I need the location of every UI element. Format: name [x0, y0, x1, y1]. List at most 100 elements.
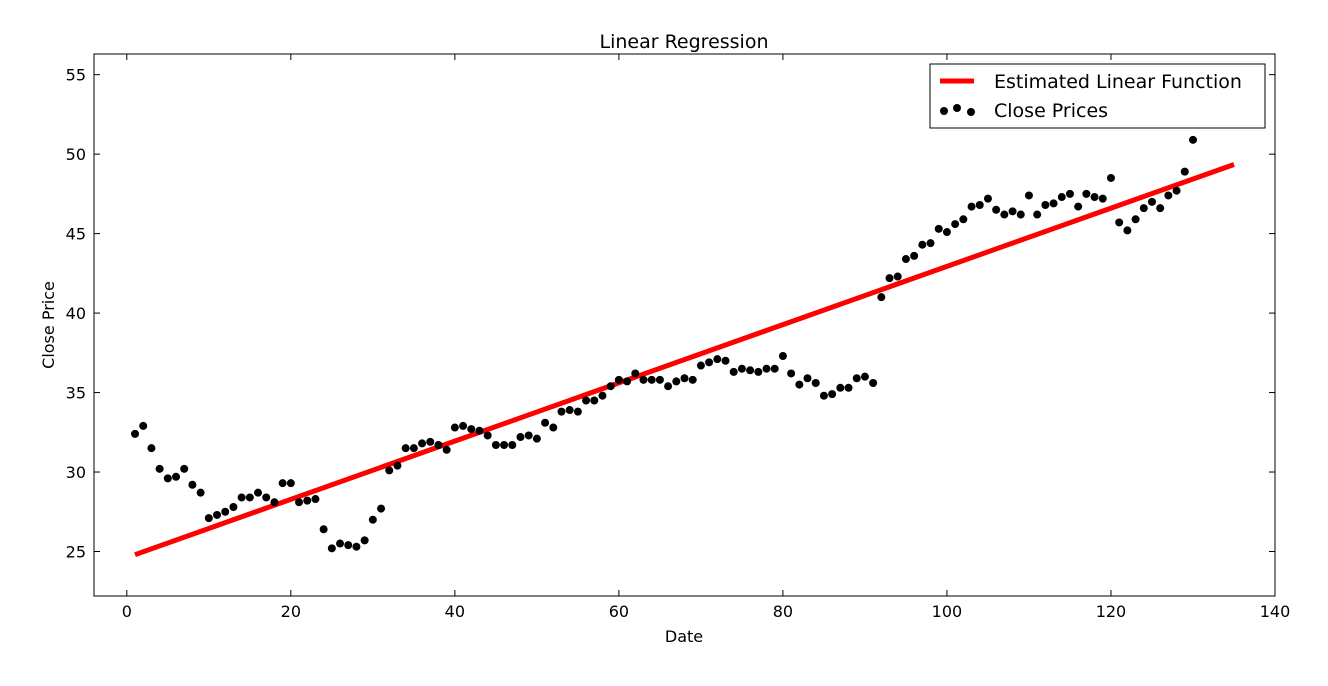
close-price-point — [352, 542, 361, 551]
close-price-point — [901, 255, 910, 264]
close-price-point — [1074, 202, 1083, 211]
x-tick-label: 0 — [122, 602, 132, 621]
close-price-point — [368, 515, 377, 524]
close-price-point — [163, 474, 172, 483]
x-tick-label: 40 — [445, 602, 465, 621]
close-price-point — [770, 364, 779, 373]
close-price-point — [631, 369, 640, 378]
close-price-point — [491, 441, 500, 450]
close-price-point — [532, 434, 541, 443]
close-price-point — [1106, 173, 1115, 182]
close-price-point — [442, 445, 451, 454]
close-price-point — [483, 431, 492, 440]
close-price-point — [852, 374, 861, 383]
close-price-point — [286, 479, 295, 488]
close-price-point — [754, 367, 763, 376]
close-price-point — [688, 375, 697, 384]
close-price-point — [393, 461, 402, 470]
close-price-point — [1033, 210, 1042, 219]
close-price-point — [1024, 191, 1033, 200]
close-price-point — [327, 544, 336, 553]
close-price-point — [664, 382, 673, 391]
close-price-point — [237, 493, 246, 502]
close-price-point — [746, 366, 755, 375]
close-price-point — [172, 472, 181, 481]
close-price-point — [934, 224, 943, 233]
close-price-point — [623, 377, 632, 386]
chart-title: Linear Regression — [599, 31, 768, 53]
close-price-point — [787, 369, 796, 378]
close-price-point — [557, 407, 566, 416]
y-tick-label: 50 — [66, 145, 86, 164]
close-price-point — [270, 498, 279, 507]
close-price-point — [1098, 194, 1107, 203]
y-tick-label: 55 — [66, 66, 86, 85]
x-tick-label: 120 — [1096, 602, 1127, 621]
close-price-point — [844, 383, 853, 392]
close-price-point — [245, 493, 254, 502]
close-price-point — [1000, 210, 1009, 219]
y-tick-label: 30 — [66, 463, 86, 482]
close-price-point — [680, 374, 689, 383]
x-tick-label: 60 — [609, 602, 629, 621]
close-price-point — [336, 539, 345, 548]
axes-frame — [93, 53, 1276, 597]
close-price-point — [614, 375, 623, 384]
close-price-point — [467, 425, 476, 434]
close-price-point — [967, 202, 976, 211]
close-price-point — [319, 525, 328, 534]
close-price-point — [828, 390, 837, 399]
close-price-point — [1065, 189, 1074, 198]
close-price-point — [541, 418, 550, 427]
close-price-point — [1188, 135, 1197, 144]
regression-line — [134, 162, 1235, 558]
close-price-point — [1008, 207, 1017, 216]
close-price-point — [434, 441, 443, 450]
close-price-point — [303, 496, 312, 505]
close-price-point — [975, 200, 984, 209]
close-price-point — [1082, 189, 1091, 198]
x-tick-label: 80 — [773, 602, 793, 621]
close-price-point — [426, 437, 435, 446]
y-axis-ticks: 25 30 35 40 45 50 55 — [66, 66, 1275, 561]
close-price-point — [155, 464, 164, 473]
close-price-point — [729, 367, 738, 376]
close-price-point — [262, 493, 271, 502]
close-price-point — [229, 502, 238, 511]
close-price-point — [516, 433, 525, 442]
close-price-point — [196, 488, 205, 497]
close-price-point — [1057, 193, 1066, 202]
close-price-point — [639, 375, 648, 384]
close-price-point — [385, 466, 394, 475]
close-price-point — [418, 439, 427, 448]
close-price-point — [1164, 191, 1173, 200]
x-tick-label: 100 — [932, 602, 963, 621]
legend-box — [929, 63, 1266, 129]
close-price-point — [573, 407, 582, 416]
close-price-point — [983, 194, 992, 203]
close-price-point — [459, 421, 468, 430]
close-price-point — [1131, 215, 1140, 224]
close-price-point — [1115, 218, 1124, 227]
close-price-point — [655, 375, 664, 384]
close-price-point — [1156, 204, 1165, 213]
close-price-point — [721, 356, 730, 365]
close-price-point — [778, 351, 787, 360]
close-price-point — [213, 510, 222, 519]
close-price-point — [910, 251, 919, 260]
close-price-point — [278, 479, 287, 488]
close-price-point — [918, 240, 927, 249]
close-price-point — [762, 364, 771, 373]
close-price-point — [180, 464, 189, 473]
close-price-point — [139, 421, 148, 430]
close-price-point — [254, 488, 263, 497]
y-axis-label: Close Price — [39, 281, 58, 369]
close-price-point — [450, 423, 459, 432]
y-tick-label: 35 — [66, 384, 86, 403]
close-price-point — [803, 374, 812, 383]
legend: Estimated Linear Function Close Prices — [929, 63, 1266, 129]
x-axis-label: Date — [665, 627, 703, 646]
close-price-point — [713, 355, 722, 364]
y-tick-label: 45 — [66, 225, 86, 244]
